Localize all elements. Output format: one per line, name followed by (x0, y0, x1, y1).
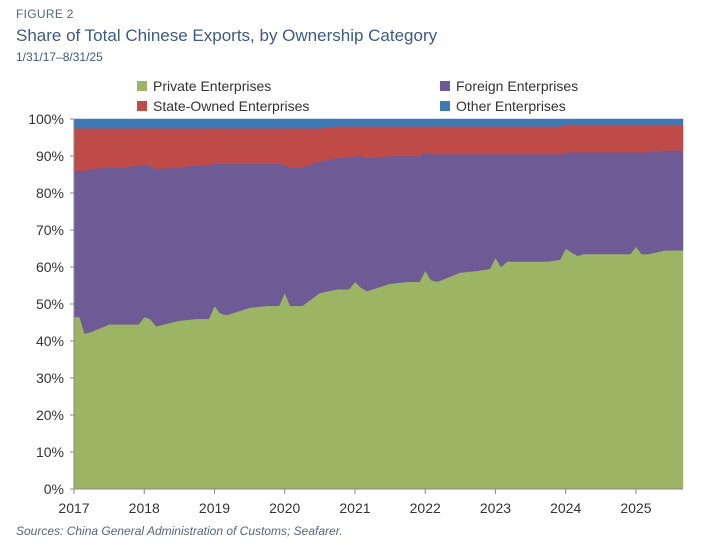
x-tick-label: 2024 (550, 500, 581, 516)
x-tick-label: 2019 (199, 500, 230, 516)
legend-swatch-private (137, 81, 147, 91)
y-tick-label: 30% (36, 370, 64, 386)
source-note: Sources: China General Administration of… (16, 524, 343, 538)
legend-item-foreign: Foreign Enterprises (440, 78, 578, 94)
legend-label-private: Private Enterprises (153, 78, 272, 94)
x-tick-label: 2021 (339, 500, 370, 516)
legend-label-other: Other Enterprises (456, 98, 566, 114)
y-tick-label: 80% (36, 185, 64, 201)
figure-label: FIGURE 2 (16, 7, 74, 21)
y-tick-label: 70% (36, 222, 64, 238)
area-series-other-enterprises (73, 118, 684, 129)
legend-item-other: Other Enterprises (440, 98, 566, 114)
legend-item-private: Private Enterprises (137, 78, 271, 94)
legend-swatch-state-owned (137, 101, 147, 111)
x-tick-label: 2017 (58, 500, 89, 516)
y-tick-label: 50% (36, 296, 64, 312)
y-tick-label: 60% (36, 259, 64, 275)
x-tick-label: 2018 (129, 500, 160, 516)
legend-label-foreign: Foreign Enterprises (456, 78, 579, 94)
legend-item-state-owned: State-Owned Enterprises (137, 98, 309, 114)
chart-subtitle: 1/31/17–8/31/25 (16, 50, 103, 64)
x-tick-label: 2025 (620, 500, 651, 516)
y-tick-label: 20% (36, 407, 64, 423)
legend-label-state-owned: State-Owned Enterprises (153, 98, 310, 114)
y-tick-label: 40% (36, 333, 64, 349)
legend-swatch-foreign (440, 81, 450, 91)
y-tick-label: 100% (28, 111, 64, 127)
legend-swatch-other (440, 101, 450, 111)
x-tick-label: 2020 (269, 500, 300, 516)
y-tick-label: 10% (36, 444, 64, 460)
y-tick-label: 0% (44, 481, 64, 497)
chart-title: Share of Total Chinese Exports, by Owner… (16, 26, 438, 45)
x-tick-label: 2022 (410, 500, 441, 516)
y-tick-label: 90% (36, 148, 64, 164)
x-tick-label: 2023 (480, 500, 511, 516)
